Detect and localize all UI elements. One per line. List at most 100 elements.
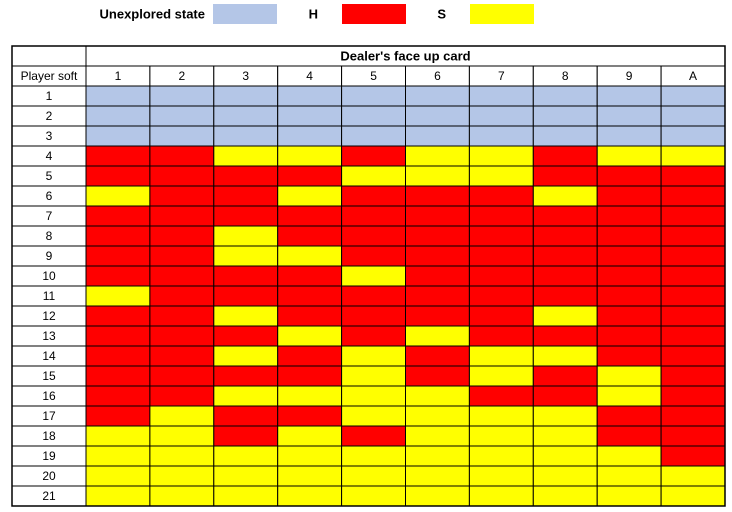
cell xyxy=(341,145,407,167)
cell xyxy=(341,425,407,447)
cell xyxy=(213,245,279,267)
cell xyxy=(277,185,343,207)
cell xyxy=(532,205,598,227)
cell xyxy=(149,345,215,367)
legend-swatch xyxy=(213,4,277,24)
column-header: 3 xyxy=(242,69,249,83)
cell xyxy=(596,465,662,487)
cell xyxy=(277,165,343,187)
row-label: 6 xyxy=(46,189,53,203)
cell xyxy=(213,145,279,167)
cell xyxy=(468,165,534,187)
row-label: 3 xyxy=(46,129,53,143)
cell xyxy=(277,425,343,447)
legend-swatch xyxy=(470,4,534,24)
cell xyxy=(468,245,534,267)
cell xyxy=(596,365,662,387)
row-label: 20 xyxy=(42,469,56,483)
row-label: 8 xyxy=(46,229,53,243)
column-header: 4 xyxy=(306,69,313,83)
row-label: 14 xyxy=(42,349,56,363)
cell xyxy=(149,205,215,227)
cell xyxy=(277,305,343,327)
cell xyxy=(85,425,151,447)
cell xyxy=(660,385,726,407)
cell xyxy=(596,305,662,327)
cell xyxy=(405,485,470,507)
cell xyxy=(468,265,534,287)
cell xyxy=(660,345,726,367)
cell xyxy=(85,265,151,287)
cell xyxy=(341,105,407,127)
cell xyxy=(277,225,343,247)
cell xyxy=(213,365,279,387)
column-header: A xyxy=(689,69,697,83)
cell xyxy=(468,205,534,227)
cell xyxy=(660,485,726,507)
cell xyxy=(405,165,470,187)
cell xyxy=(468,325,534,347)
cell xyxy=(341,485,407,507)
cell xyxy=(85,185,151,207)
cell xyxy=(277,145,343,167)
cell xyxy=(85,125,151,147)
cell xyxy=(213,485,279,507)
cell xyxy=(213,325,279,347)
cell xyxy=(277,105,343,127)
cell xyxy=(596,405,662,427)
row-label: 5 xyxy=(46,169,53,183)
column-header: 2 xyxy=(179,69,186,83)
cell xyxy=(341,445,407,467)
cell xyxy=(468,105,534,127)
cell xyxy=(468,365,534,387)
cell xyxy=(341,325,407,347)
cell xyxy=(405,125,470,147)
cell xyxy=(405,345,470,367)
cell xyxy=(341,345,407,367)
cell xyxy=(277,445,343,467)
cell xyxy=(149,445,215,467)
cell xyxy=(149,425,215,447)
cell xyxy=(468,445,534,467)
cell xyxy=(85,325,151,347)
row-label: 4 xyxy=(46,149,53,163)
cell xyxy=(85,85,151,107)
cell xyxy=(149,325,215,347)
column-header: 8 xyxy=(562,69,569,83)
cell xyxy=(468,465,534,487)
cell xyxy=(277,365,343,387)
cell xyxy=(277,205,343,227)
row-label: 9 xyxy=(46,249,53,263)
cell xyxy=(149,185,215,207)
cell xyxy=(596,105,662,127)
cell xyxy=(596,325,662,347)
cell xyxy=(596,125,662,147)
cell xyxy=(596,245,662,267)
cell xyxy=(596,345,662,367)
cell xyxy=(468,85,534,107)
row-label: 21 xyxy=(42,489,56,503)
cell xyxy=(468,285,534,307)
cell xyxy=(149,125,215,147)
cell xyxy=(213,85,279,107)
cell xyxy=(341,185,407,207)
cell xyxy=(149,225,215,247)
cell xyxy=(213,165,279,187)
row-label: 15 xyxy=(42,369,56,383)
cell xyxy=(341,265,407,287)
cell xyxy=(405,85,470,107)
cell xyxy=(149,385,215,407)
cell xyxy=(277,85,343,107)
cell xyxy=(213,285,279,307)
cell xyxy=(85,245,151,267)
cell xyxy=(341,365,407,387)
cell xyxy=(149,305,215,327)
cell xyxy=(85,165,151,187)
cell xyxy=(213,445,279,467)
cell xyxy=(213,405,279,427)
cell xyxy=(660,425,726,447)
cell xyxy=(532,345,598,367)
cell xyxy=(532,365,598,387)
cell xyxy=(341,465,407,487)
